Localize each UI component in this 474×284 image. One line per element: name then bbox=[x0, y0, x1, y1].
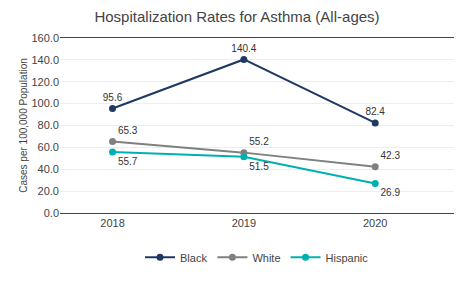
svg-text:140.0: 140.0 bbox=[31, 54, 59, 66]
svg-text:White: White bbox=[252, 252, 280, 264]
svg-text:2018: 2018 bbox=[100, 217, 124, 229]
svg-text:82.4: 82.4 bbox=[365, 106, 385, 117]
svg-text:Cases per 100,000 Population: Cases per 100,000 Population bbox=[18, 58, 29, 193]
svg-text:65.3: 65.3 bbox=[118, 125, 138, 136]
svg-text:Hospitalization Rates for Asth: Hospitalization Rates for Asthma (All-ag… bbox=[94, 8, 379, 25]
svg-text:0.0: 0.0 bbox=[44, 207, 59, 219]
svg-text:120.0: 120.0 bbox=[31, 76, 59, 88]
svg-text:20.0: 20.0 bbox=[38, 185, 59, 197]
svg-text:2020: 2020 bbox=[363, 217, 387, 229]
svg-text:42.3: 42.3 bbox=[381, 150, 401, 161]
svg-text:160.0: 160.0 bbox=[31, 32, 59, 44]
svg-text:80.0: 80.0 bbox=[38, 119, 59, 131]
svg-text:Black: Black bbox=[180, 252, 207, 264]
svg-text:100.0: 100.0 bbox=[31, 97, 59, 109]
svg-text:Hispanic: Hispanic bbox=[326, 252, 369, 264]
svg-text:55.2: 55.2 bbox=[249, 136, 269, 147]
svg-text:55.7: 55.7 bbox=[118, 156, 138, 167]
svg-text:2019: 2019 bbox=[232, 217, 256, 229]
svg-text:26.9: 26.9 bbox=[381, 187, 401, 198]
svg-text:51.5: 51.5 bbox=[249, 161, 269, 172]
svg-text:60.0: 60.0 bbox=[38, 141, 59, 153]
svg-text:140.4: 140.4 bbox=[231, 43, 256, 54]
svg-text:40.0: 40.0 bbox=[38, 163, 59, 175]
svg-text:95.6: 95.6 bbox=[103, 92, 123, 103]
